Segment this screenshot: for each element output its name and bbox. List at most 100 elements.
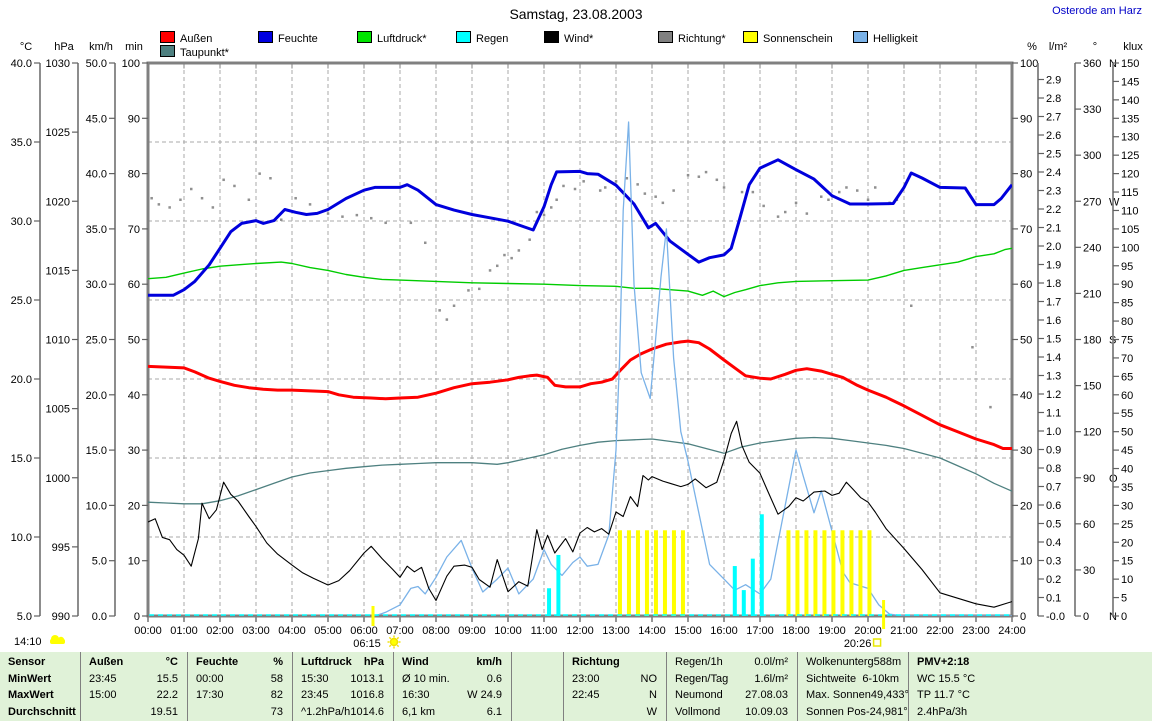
table-cell: Regen/Tag (675, 672, 729, 685)
sunrise-time: 06:15 (353, 638, 381, 650)
svg-text:40: 40 (1121, 464, 1133, 476)
series-feuchte (148, 158, 1012, 297)
svg-text:min: min (125, 41, 143, 53)
svg-text:110: 110 (1121, 205, 1139, 217)
svg-text:hPa: hPa (54, 41, 74, 53)
svg-text:150: 150 (1121, 58, 1139, 70)
svg-text:km/h: km/h (89, 41, 113, 53)
table-cell: Durchschnitt (8, 705, 76, 718)
table-cell: TP 11.7 °C (917, 689, 970, 701)
table-column-regen: Regen/1h 0.0l/m² Regen/Tag 1.6l/m² Neumond… (666, 652, 797, 721)
series-taupunkt (148, 436, 1012, 505)
wind-swatch (544, 31, 559, 43)
svg-text:2.7: 2.7 (1046, 112, 1061, 124)
series-helligkeit (374, 121, 1012, 616)
axis-: °360N330300270W240210180S15012090O60300N (1074, 41, 1120, 623)
svg-text:1.3: 1.3 (1046, 371, 1061, 383)
table-cell: Luftdruck (301, 656, 352, 668)
svg-text:15: 15 (1121, 556, 1133, 568)
svg-text:0.3: 0.3 (1046, 556, 1061, 568)
svg-text:115: 115 (1121, 187, 1139, 199)
svg-text:5.0: 5.0 (92, 556, 107, 568)
svg-text:1.4: 1.4 (1046, 352, 1061, 364)
svg-text:10:00: 10:00 (494, 625, 522, 637)
table-cell: 2.4hPa/3h (917, 705, 968, 718)
table-cell: 00:00 (196, 672, 224, 685)
legend-item-luftdruck: Luftdruck* (357, 31, 427, 45)
svg-text:03:00: 03:00 (242, 625, 270, 637)
table-cell: NO (640, 672, 658, 685)
svg-text:0.0: 0.0 (92, 611, 107, 623)
helligkeit-swatch (853, 31, 868, 43)
svg-text:05:00: 05:00 (314, 625, 342, 637)
svg-text:17:00: 17:00 (746, 625, 774, 637)
series-richtung (150, 170, 992, 409)
svg-text:75: 75 (1121, 335, 1133, 347)
svg-text:1.5: 1.5 (1046, 334, 1061, 346)
svg-text:60: 60 (1020, 279, 1032, 291)
svg-text:1015: 1015 (46, 265, 70, 277)
svg-text:10: 10 (1121, 574, 1133, 586)
svg-text:40.0: 40.0 (86, 169, 107, 181)
svg-text:60: 60 (1121, 390, 1133, 402)
weather-chart: 00:00 01:00 02:00 03:00 04:00 05:00 06:00 07:00… (11, 41, 1144, 650)
table-cell: 49,433° (870, 689, 908, 701)
svg-text:45.0: 45.0 (86, 113, 107, 125)
svg-text:50: 50 (128, 335, 140, 347)
table-column-spacer (511, 652, 563, 721)
svg-text:20.0: 20.0 (11, 374, 32, 386)
table-column-wind: Wind km/h Ø 10 min. 0.6 16:30 W 24.9 6,1 km… (393, 652, 511, 721)
x-axis-labels: 00:00 01:00 02:00 03:00 04:00 05:00 06:00 07:00… (134, 625, 1026, 637)
svg-text:18:00: 18:00 (782, 625, 810, 637)
svg-text:10.0: 10.0 (86, 500, 107, 512)
svg-text:80: 80 (1121, 316, 1133, 328)
legend-item-feuchte: Feuchte (258, 31, 318, 45)
table-cell: 0.6 (486, 672, 502, 685)
svg-text:°C: °C (20, 41, 32, 53)
page-title: Samstag, 23.08.2003 (509, 6, 643, 22)
svg-text:1000: 1000 (46, 473, 70, 485)
svg-text:25: 25 (1121, 519, 1133, 531)
svg-text:120: 120 (1083, 427, 1101, 439)
svg-text:2.1: 2.1 (1046, 223, 1061, 235)
svg-text:0.1: 0.1 (1046, 593, 1061, 605)
svg-text:24:00: 24:00 (998, 625, 1026, 637)
svg-text:240: 240 (1083, 242, 1101, 254)
svg-text:23:00: 23:00 (962, 625, 990, 637)
table-cell: 27.08.03 (745, 689, 788, 701)
svg-text:2.9: 2.9 (1046, 75, 1061, 87)
svg-text:06:00: 06:00 (350, 625, 378, 637)
svg-text:21:00: 21:00 (890, 625, 918, 637)
svg-text:09:00: 09:00 (458, 625, 486, 637)
svg-text:19:00: 19:00 (818, 625, 846, 637)
svg-text:35.0: 35.0 (86, 224, 107, 236)
table-cell: Wolkenunterg (806, 656, 874, 668)
chart-legend: Außen Feuchte Luftdruck* Regen Wind* Ric… (0, 0, 1152, 60)
table-cell: Sichtweite (806, 672, 857, 685)
svg-text:1.6: 1.6 (1046, 315, 1061, 327)
table-cell: W (646, 705, 657, 718)
svg-text:330: 330 (1083, 104, 1101, 116)
svg-text:45: 45 (1121, 445, 1133, 457)
svg-text:30: 30 (1121, 500, 1133, 512)
svg-text:2.8: 2.8 (1046, 93, 1061, 105)
table-cell: W 24.9 (467, 689, 502, 701)
legend-item-sonnenschein: Sonnenschein (743, 31, 833, 45)
svg-text:0.6: 0.6 (1046, 500, 1061, 512)
svg-text:0.8: 0.8 (1046, 463, 1061, 475)
feuchte-swatch (258, 31, 273, 43)
svg-text:1005: 1005 (46, 404, 70, 416)
table-cell: 58 (270, 672, 283, 685)
svg-text:08:00: 08:00 (422, 625, 450, 637)
svg-text:30: 30 (1083, 565, 1095, 577)
table-cell: 6-10km (862, 672, 899, 685)
table-cell: 19.51 (150, 705, 178, 718)
svg-text:1020: 1020 (46, 196, 70, 208)
table-cell: WC 15.5 °C (917, 672, 976, 685)
table-cell: °C (165, 656, 178, 668)
statistics-table: Sensor MinWert MaxWert Durchschnitt Auße… (0, 652, 1152, 721)
table-cell: Max. Sonnen (806, 689, 871, 701)
svg-text:l/m²: l/m² (1049, 41, 1068, 53)
svg-text:15:00: 15:00 (674, 625, 702, 637)
